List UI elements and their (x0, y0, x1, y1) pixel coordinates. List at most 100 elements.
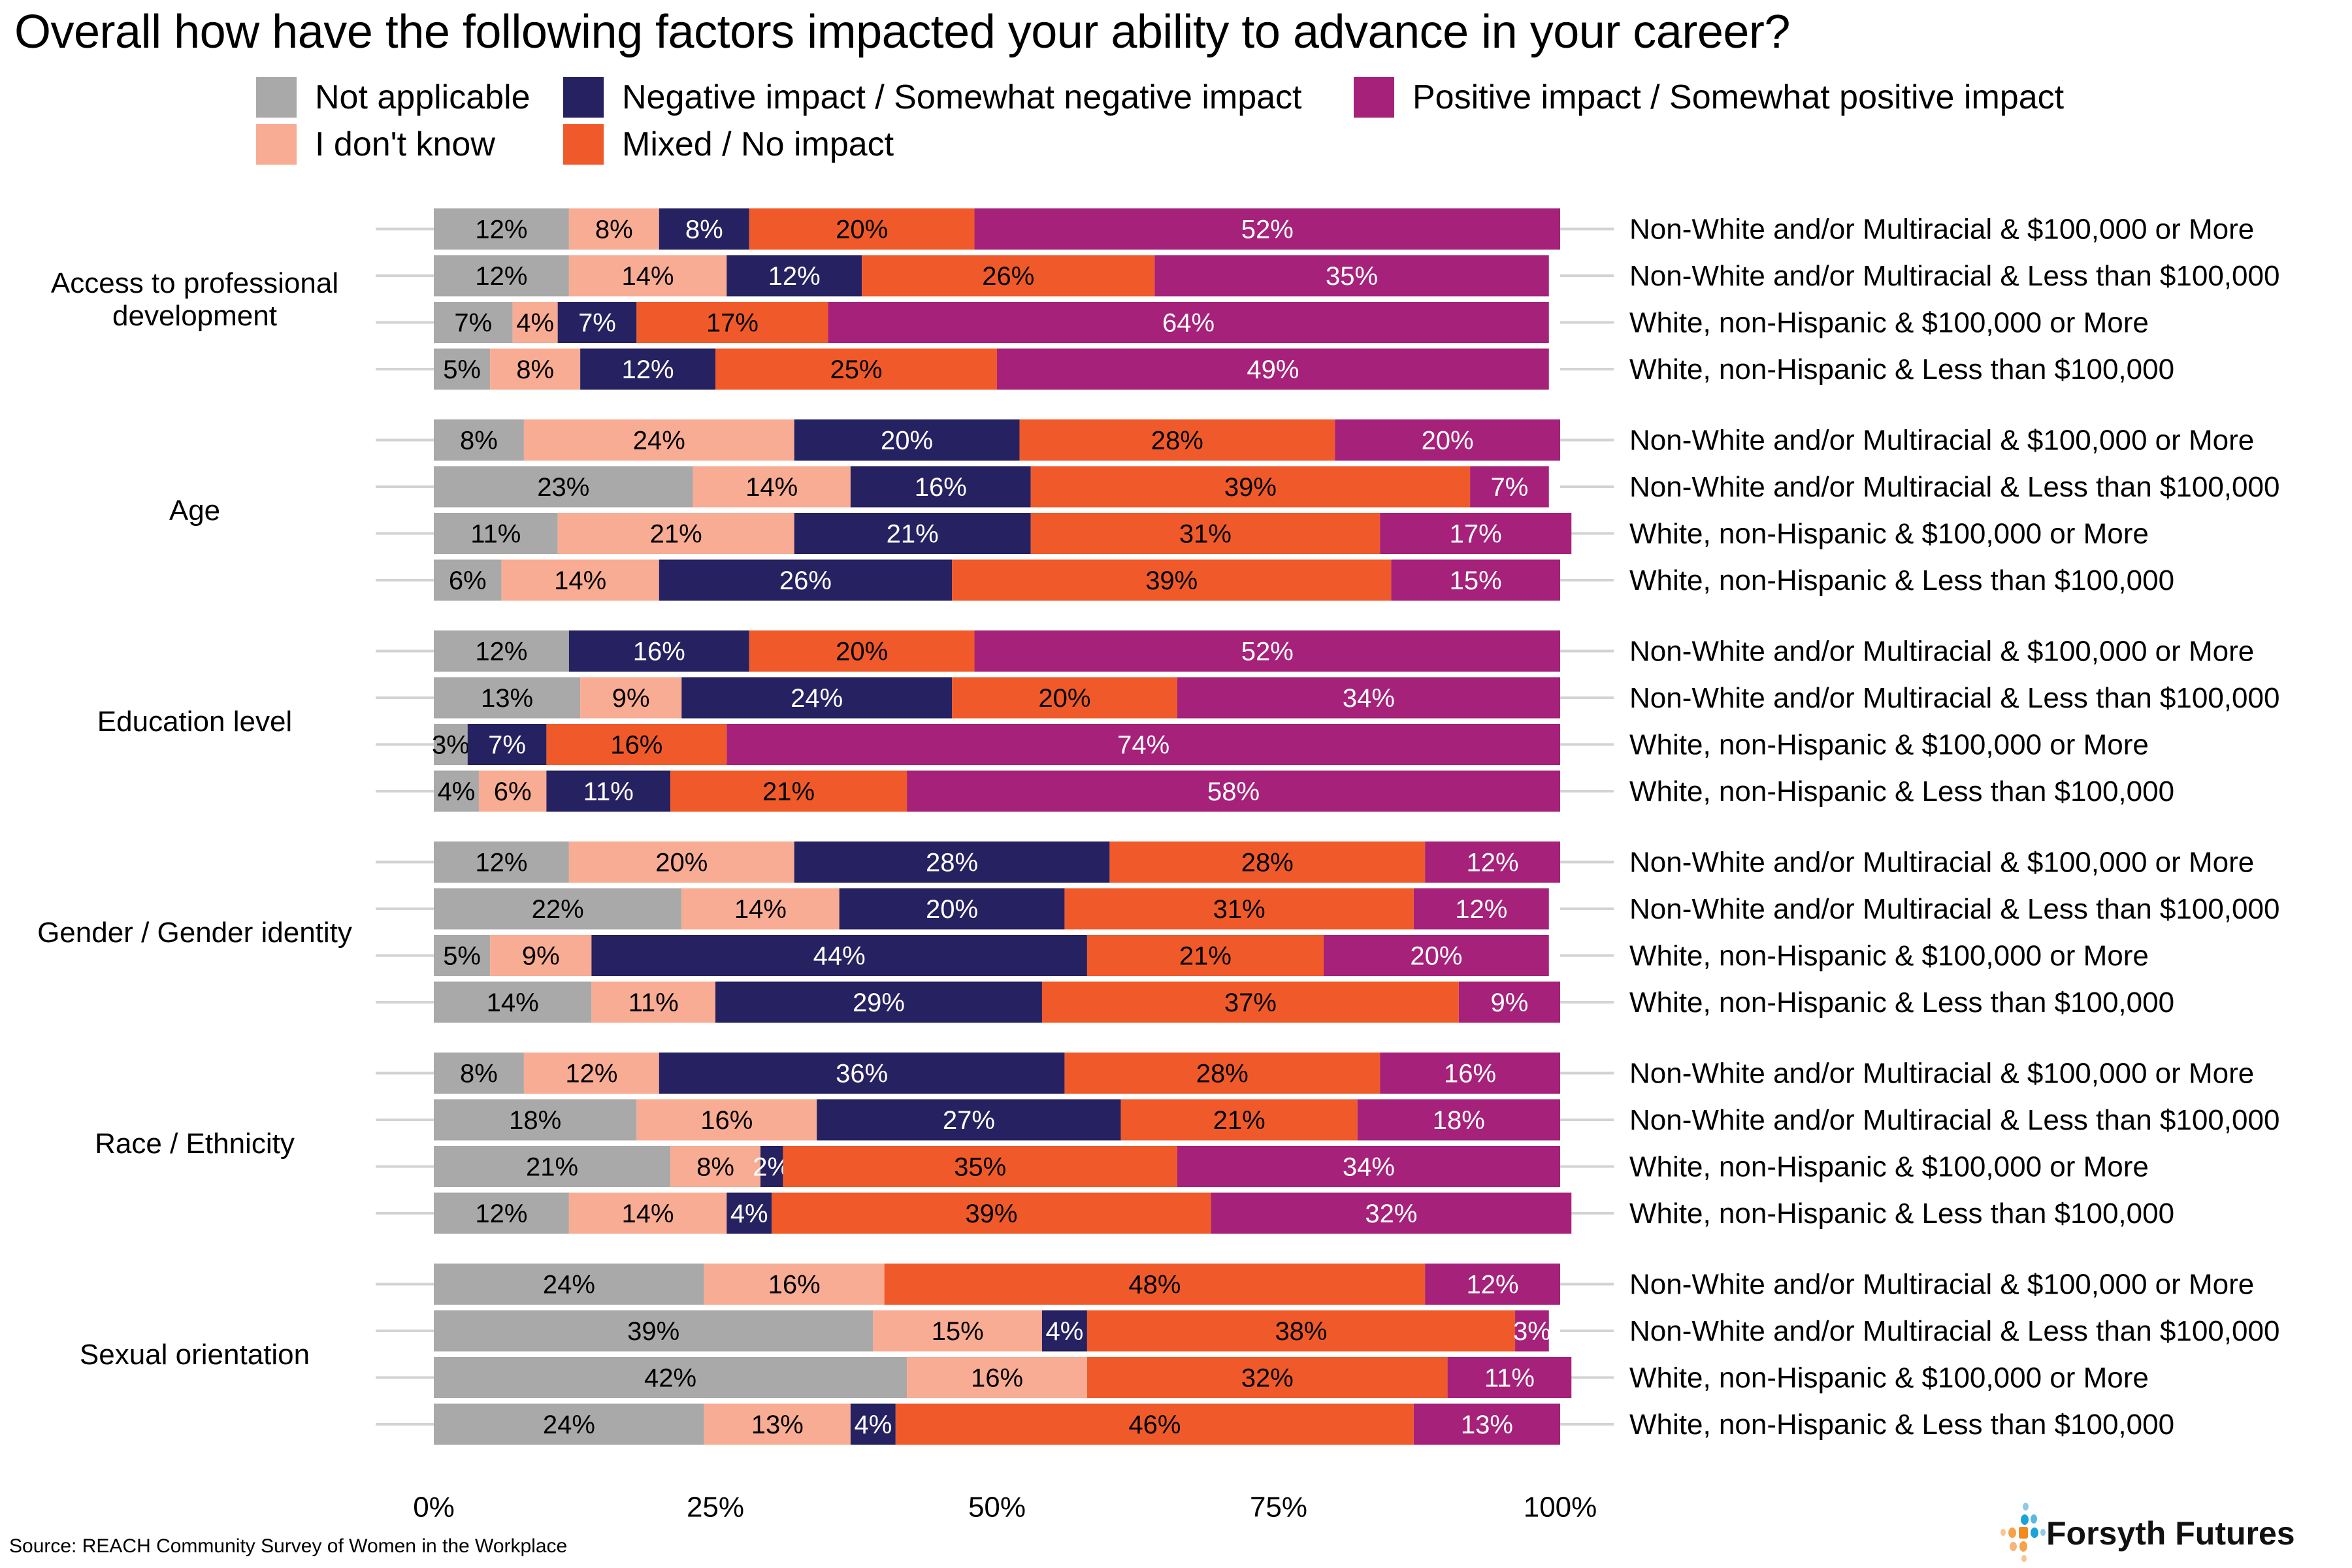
bar-segment (1041, 1310, 1087, 1352)
bar-segment (580, 677, 682, 719)
bar-segment (591, 935, 1087, 976)
bar-value-label: 39% (1224, 473, 1277, 502)
bar-segment (1323, 935, 1549, 976)
bar-segment (659, 1053, 1065, 1094)
bar-value-label: 39% (1145, 566, 1198, 595)
bar-segment (850, 1403, 896, 1445)
bar-value-label: 12% (1455, 895, 1507, 924)
bar-segment (568, 630, 749, 672)
bar-segment (636, 1099, 817, 1141)
bar-segment (434, 841, 569, 883)
bar-value-label: 13% (1461, 1411, 1513, 1439)
row-label: White, non-Hispanic & $100,000 or More (1629, 940, 2149, 972)
bar-value-label: 16% (610, 731, 662, 760)
group-label: Age (169, 495, 220, 527)
bar-segment (557, 513, 794, 554)
bar-segment (783, 1146, 1177, 1187)
bar-segment (1019, 419, 1335, 461)
bar-value-label: 38% (1275, 1317, 1327, 1346)
bar-value-label: 37% (1224, 988, 1277, 1017)
bar-segment (1458, 981, 1560, 1023)
bar-segment (974, 208, 1560, 250)
bar-value-label: 14% (554, 566, 606, 595)
bar-segment (434, 677, 581, 719)
row-label: White, non-Hispanic & $100,000 or More (1629, 307, 2149, 339)
bar-value-label: 16% (700, 1106, 753, 1135)
bar-value-label: 21% (1213, 1106, 1266, 1135)
bar-segment (907, 1357, 1087, 1398)
bar-value-label: 8% (685, 216, 723, 244)
bar-value-label: 48% (1128, 1271, 1181, 1299)
bar-segment (659, 559, 953, 601)
row-label: Non-White and/or Multiracial & $100,000 … (1629, 425, 2254, 457)
bar-value-label: 6% (449, 566, 487, 595)
row-label: White, non-Hispanic & Less than $100,000 (1629, 353, 2174, 385)
bar-segment (1413, 1403, 1560, 1445)
row-label: Non-White and/or Multiracial & $100,000 … (1629, 1269, 2254, 1301)
bar-segment (794, 419, 1020, 461)
bar-segment (704, 1264, 885, 1305)
logo-text: Forsyth Futures (2046, 1515, 2295, 1552)
bar-value-label: 21% (887, 520, 939, 549)
bar-segment (873, 1310, 1042, 1352)
bar-value-label: 14% (734, 895, 787, 924)
bar-segment (895, 1403, 1414, 1445)
bar-segment (1380, 513, 1572, 554)
group-label: Education level (97, 706, 292, 738)
bar-value-label: 11% (629, 988, 679, 1017)
bar-value-label: 9% (612, 684, 650, 713)
bar-value-label: 12% (475, 216, 527, 244)
bar-value-label: 42% (644, 1364, 696, 1393)
bar-segment (1357, 1099, 1560, 1141)
forsyth-futures-logo: Forsyth Futures (1999, 1503, 2300, 1562)
bar-value-label: 21% (1179, 942, 1232, 971)
bar-segment (434, 513, 558, 554)
bar-segment (749, 208, 975, 250)
bar-value-label: 24% (543, 1271, 595, 1299)
bar-segment (523, 1053, 659, 1094)
legend-item-not-applicable: Not applicable (256, 77, 531, 118)
bar-value-label: 28% (926, 849, 978, 877)
bar-segment (670, 770, 907, 812)
row-label: Non-White and/or Multiracial & Less than… (1629, 682, 2279, 714)
bar-value-label: 20% (1422, 427, 1474, 455)
bar-value-label: 24% (791, 684, 843, 713)
row-label: White, non-Hispanic & $100,000 or More (1629, 729, 2149, 761)
bar-segment (434, 888, 682, 930)
bar-value-label: 34% (1343, 1153, 1395, 1182)
bar-value-label: 16% (971, 1364, 1023, 1393)
bar-value-label: 4% (854, 1411, 892, 1439)
legend-item-negative-impact: Negative impact / Somewhat negative impa… (563, 77, 1302, 118)
bar-value-label: 8% (460, 1060, 498, 1088)
bar-value-label: 20% (836, 216, 888, 244)
bar-segment (580, 348, 715, 390)
bar-segment (749, 630, 975, 672)
bar-segment (1086, 935, 1324, 976)
bar-value-label: 64% (1162, 309, 1215, 338)
bar-segment (974, 630, 1560, 672)
bar-value-label: 11% (583, 777, 634, 806)
bar-segment (670, 1146, 760, 1187)
bar-value-label: 12% (622, 355, 674, 384)
legend-item-positive-impact: Positive impact / Somewhat positive impa… (1354, 77, 2064, 118)
bar-value-label: 4% (516, 309, 554, 338)
bar-segment (1064, 888, 1414, 930)
row-label: Non-White and/or Multiracial & Less than… (1629, 471, 2279, 503)
bar-value-label: 20% (1038, 684, 1090, 713)
row-label: Non-White and/or Multiracial & Less than… (1629, 1104, 2279, 1136)
bar-segment (434, 630, 569, 672)
bar-segment (817, 1099, 1121, 1141)
bar-value-label: 20% (926, 895, 978, 924)
bar-value-label: 49% (1247, 355, 1299, 384)
bar-value-label: 4% (438, 777, 476, 806)
bar-segment (434, 255, 569, 297)
bar-value-label: 18% (1433, 1106, 1485, 1135)
bar-value-label: 7% (488, 731, 526, 760)
bar-segment (568, 255, 727, 297)
bar-segment (434, 724, 468, 765)
bar-segment (546, 770, 671, 812)
bar-segment (434, 466, 693, 508)
bar-segment (907, 770, 1560, 812)
bar-segment (1120, 1099, 1358, 1141)
